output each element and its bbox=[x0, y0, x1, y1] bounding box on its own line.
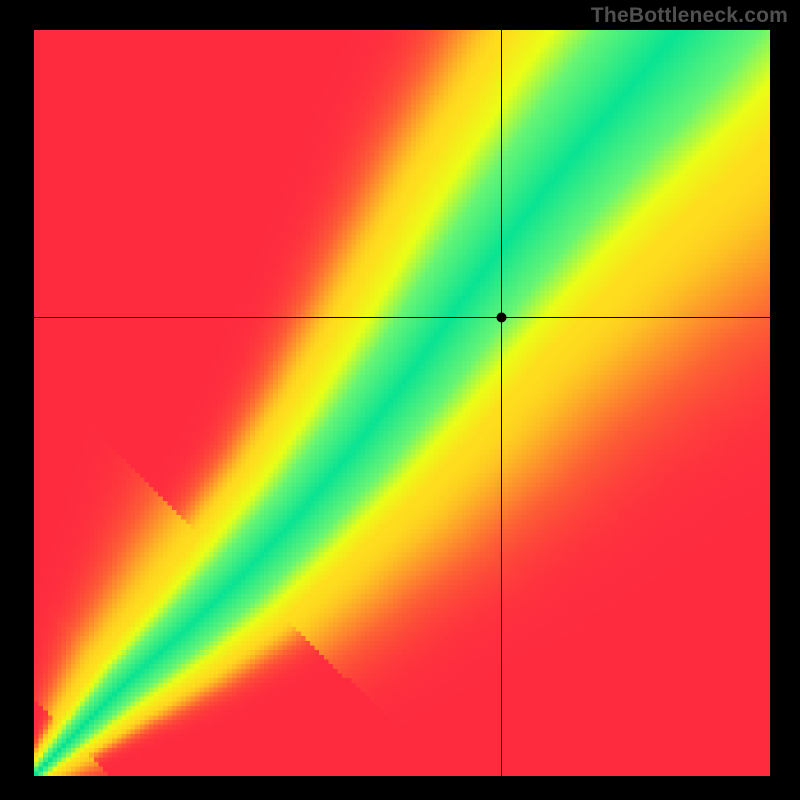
chart-frame: { "attribution": { "text": "TheBottlenec… bbox=[0, 0, 800, 800]
crosshair-overlay bbox=[34, 30, 770, 776]
attribution-watermark: TheBottleneck.com bbox=[591, 4, 788, 28]
